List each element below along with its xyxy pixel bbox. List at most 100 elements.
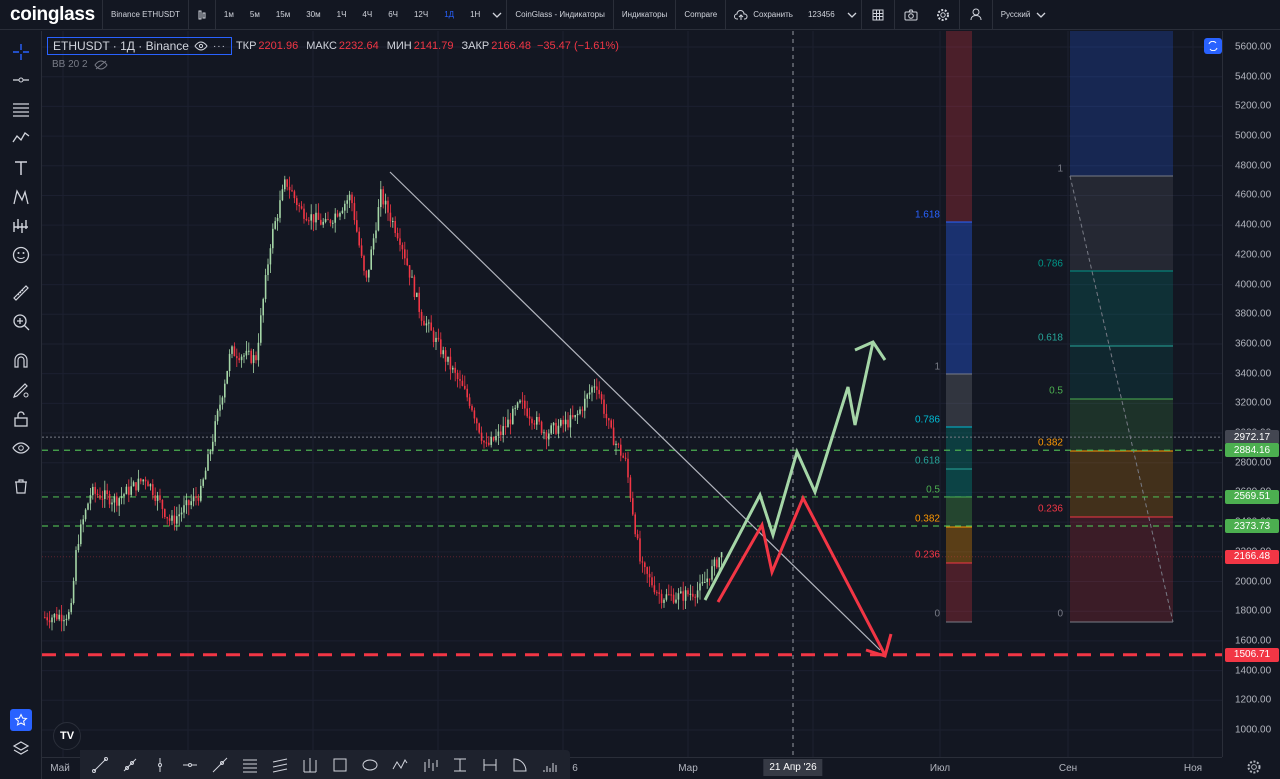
- interval-5m[interactable]: 5м: [249, 10, 260, 19]
- interval-1w[interactable]: 1Н: [470, 10, 481, 19]
- candle-body: [713, 559, 716, 567]
- path-icon[interactable]: [386, 752, 414, 778]
- candle-body: [310, 214, 312, 221]
- layers-icon[interactable]: [8, 736, 34, 762]
- arc-icon[interactable]: [506, 752, 534, 778]
- price-tick-label: 5000.00: [1235, 130, 1272, 142]
- prediction-icon[interactable]: [8, 213, 34, 239]
- candle-body: [60, 614, 63, 622]
- chart-type-icon[interactable]: [189, 0, 215, 30]
- price-chart[interactable]: [42, 31, 1222, 757]
- candle-body: [492, 437, 495, 441]
- candle-body: [389, 212, 392, 222]
- candle-body: [444, 350, 447, 362]
- candle-body: [137, 478, 140, 491]
- auto-scale-icon[interactable]: [1204, 38, 1222, 54]
- candle-body: [89, 495, 92, 504]
- lock-icon[interactable]: [8, 406, 34, 432]
- layout-grid-icon[interactable]: [862, 0, 894, 30]
- trash-icon[interactable]: [8, 473, 34, 499]
- horizontal-line-icon[interactable]: [8, 67, 34, 93]
- candle-body: [620, 444, 622, 456]
- interval-1h[interactable]: 1Ч: [336, 10, 347, 19]
- interval-1m[interactable]: 1м: [223, 10, 234, 19]
- candle-body: [75, 550, 77, 581]
- rectangle-icon[interactable]: [326, 752, 354, 778]
- candle-body: [624, 457, 627, 459]
- eye-off-icon[interactable]: [94, 59, 108, 70]
- eye-icon[interactable]: [194, 41, 208, 51]
- candle-body: [190, 501, 192, 506]
- magnet-icon[interactable]: [8, 348, 34, 374]
- candle-body: [468, 397, 471, 406]
- crosshair-icon[interactable]: [8, 39, 34, 65]
- vertical-line-icon[interactable]: [146, 752, 174, 778]
- interval-15m[interactable]: 15м: [275, 10, 291, 19]
- text-icon[interactable]: [8, 155, 34, 181]
- gear-icon[interactable]: [927, 0, 959, 30]
- regression-icon[interactable]: [266, 752, 294, 778]
- fib-zone-right: [1070, 346, 1173, 399]
- price-axis[interactable]: 5600.00 5400.00 5200.00 5000.00 4800.00 4600.…: [1222, 31, 1280, 757]
- extended-line-icon[interactable]: [206, 752, 234, 778]
- trend-line-icon[interactable]: [86, 752, 114, 778]
- date-range-icon[interactable]: [476, 752, 504, 778]
- pitchfork-icon[interactable]: [296, 752, 324, 778]
- candle-body: [420, 311, 423, 321]
- user-icon[interactable]: [960, 0, 992, 30]
- interval-12h[interactable]: 12Ч: [413, 10, 429, 19]
- candle-body: [387, 200, 389, 213]
- save-dropdown-icon[interactable]: [843, 0, 861, 30]
- zoom-in-icon[interactable]: [8, 309, 34, 335]
- app-logo[interactable]: coinglass: [10, 3, 95, 25]
- symbol-search-button[interactable]: Binance ETHUSDT: [111, 10, 180, 19]
- indicator-legend[interactable]: BB 20 2: [52, 59, 108, 70]
- ray-icon[interactable]: [116, 752, 144, 778]
- price-tick-label: 1200.00: [1235, 694, 1272, 706]
- price-tick-label: 3400.00: [1235, 368, 1272, 380]
- language-select[interactable]: Русский: [993, 0, 1055, 30]
- candle-body: [92, 486, 94, 496]
- candle-body: [152, 484, 154, 496]
- favorite-star-icon[interactable]: [10, 709, 32, 731]
- compare-button[interactable]: Compare: [684, 10, 718, 19]
- tradingview-logo[interactable]: TV: [53, 722, 81, 750]
- chart-pane[interactable]: [42, 31, 1222, 757]
- candle-body: [538, 416, 540, 422]
- eye-icon[interactable]: [8, 435, 34, 461]
- pattern-icon[interactable]: [8, 125, 34, 151]
- symbol-legend[interactable]: ETHUSDT · 1Д · Binance ···: [47, 37, 232, 55]
- fib-trend-line: [1069, 175, 1174, 623]
- xabcd-pattern-icon[interactable]: [8, 184, 34, 210]
- candle-body: [212, 441, 214, 452]
- candle-body: [550, 425, 552, 434]
- interval-4h[interactable]: 4Ч: [362, 10, 373, 19]
- ellipse-icon[interactable]: [356, 752, 384, 778]
- fib-level-label-right: 0.382: [1037, 437, 1063, 449]
- camera-icon[interactable]: [895, 0, 927, 30]
- indicators-button[interactable]: Индикаторы: [621, 10, 668, 19]
- chart-settings-gear-icon[interactable]: [1246, 759, 1262, 779]
- candle-body: [598, 389, 600, 395]
- brush-icon[interactable]: [416, 752, 444, 778]
- parallel-channel-icon[interactable]: [236, 752, 264, 778]
- price-range-icon[interactable]: [446, 752, 474, 778]
- forecast-icon[interactable]: [536, 752, 564, 778]
- candle-body: [46, 617, 48, 621]
- interval-6h[interactable]: 6Ч: [388, 10, 398, 19]
- interval-1d[interactable]: 1Д: [444, 10, 455, 19]
- parallel-lines-icon[interactable]: [8, 96, 34, 122]
- price-tick-label: 4000.00: [1235, 279, 1272, 291]
- interval-dropdown-icon[interactable]: [488, 0, 506, 30]
- candle-body: [428, 322, 430, 324]
- candle-body: [672, 594, 675, 603]
- coinglass-indicators-button[interactable]: CoinGlass - Индикаторы: [515, 10, 605, 19]
- save-button[interactable]: Сохранить 123456: [726, 0, 842, 30]
- smiley-icon[interactable]: [8, 242, 34, 268]
- interval-30m[interactable]: 30м: [306, 10, 321, 19]
- stay-drawing-icon[interactable]: [8, 377, 34, 403]
- fib-zone-left: [946, 427, 972, 469]
- more-icon[interactable]: ···: [212, 40, 226, 52]
- ruler-icon[interactable]: [8, 280, 34, 306]
- horizontal-ray-icon[interactable]: [176, 752, 204, 778]
